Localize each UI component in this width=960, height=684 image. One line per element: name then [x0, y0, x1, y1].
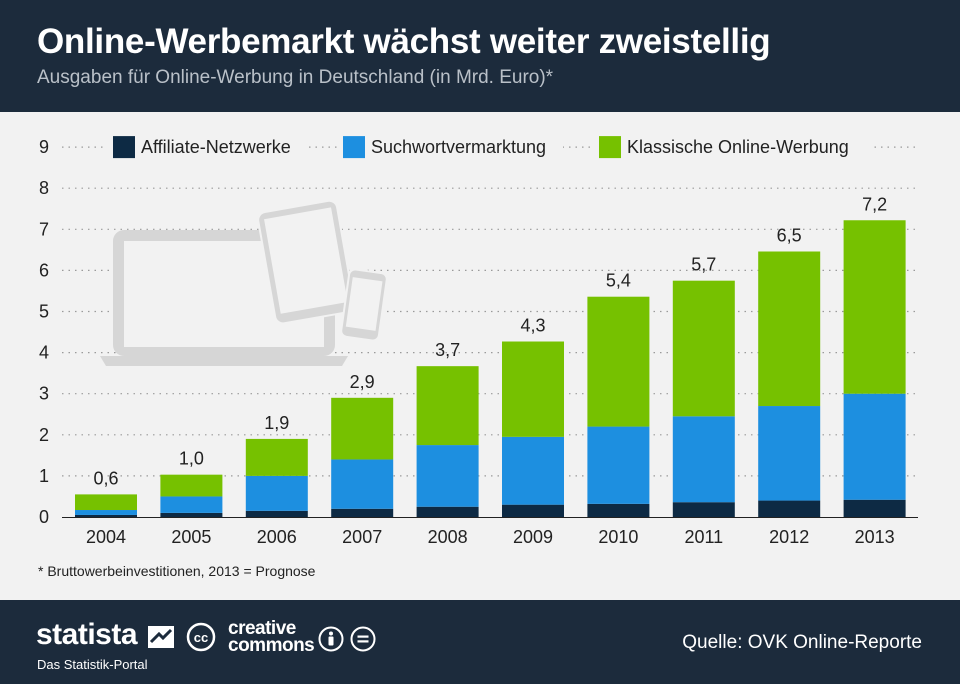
bar-total-label: 1,0: [179, 449, 204, 469]
bar-segment: [758, 500, 821, 517]
footer-band: statista Das Statistik-Portal cc creativ…: [0, 600, 960, 684]
legend: Affiliate-Netzwerke Suchwortvermarktung Kl…: [107, 133, 873, 162]
bar-total-label: 7,2: [862, 194, 887, 214]
bar-total-label: 0,6: [93, 468, 118, 488]
bar-segment: [843, 220, 906, 394]
x-tick-label: 2006: [257, 527, 297, 547]
bar-segment: [245, 510, 308, 517]
y-tick-label: 0: [39, 507, 49, 527]
legend-label: Klassische Online-Werbung: [627, 137, 849, 157]
legend-swatch: [343, 136, 365, 159]
chart-title: Online-Werbemarkt wächst weiter zweistel…: [37, 22, 771, 61]
legend-label: Suchwortvermarktung: [371, 137, 546, 157]
y-tick-label: 8: [39, 178, 49, 198]
bar-segment: [416, 366, 479, 446]
legend-background: [107, 133, 305, 162]
bar-segment: [245, 438, 308, 476]
bar-segment: [672, 280, 735, 417]
bar-segment: [758, 251, 821, 407]
y-tick-label: 9: [39, 137, 49, 157]
x-tick-label: 2005: [171, 527, 211, 547]
svg-text:cc: cc: [194, 630, 208, 645]
y-tick-label: 1: [39, 466, 49, 486]
y-tick-label: 2: [39, 425, 49, 445]
bar-segment: [843, 499, 906, 517]
bar-segment: [416, 445, 479, 507]
x-tick-label: 2012: [769, 527, 809, 547]
x-tick-label: 2010: [598, 527, 638, 547]
x-axis-ticks: 2004 2005 2006 2007 2008 2009 2010 2011 2012 2013: [86, 527, 895, 547]
bar-segment: [160, 474, 223, 497]
bar-total-label: 5,7: [691, 255, 716, 275]
stacked-bar-chart: 0 1 2 3 4 5 6 7 8 9 0,6 1,0 1,9 2,9 3,7 4,3 5,4 5,7 6,5 7,…: [39, 133, 918, 547]
cc-commons-label: commons: [228, 635, 315, 656]
statista-tagline: Das Statistik-Portal: [37, 657, 148, 672]
x-tick-label: 2013: [855, 527, 895, 547]
header-band: Online-Werbemarkt wächst weiter zweistel…: [0, 0, 960, 112]
bar-segment: [160, 496, 223, 513]
bar-segment: [502, 341, 564, 437]
bar-segment: [331, 397, 394, 460]
cc-logo-icon: cc: [186, 622, 216, 652]
x-tick-label: 2009: [513, 527, 553, 547]
bar-total-label: 5,4: [606, 271, 631, 291]
x-tick-label: 2004: [86, 527, 126, 547]
legend-background: [337, 133, 563, 162]
x-tick-label: 2007: [342, 527, 382, 547]
bar-total-label: 4,3: [520, 316, 545, 336]
bar-segment: [160, 512, 223, 517]
bar-segment: [75, 510, 137, 515]
cc-creative-label: creative: [228, 618, 296, 639]
y-tick-label: 3: [39, 384, 49, 404]
x-tick-label: 2008: [428, 527, 468, 547]
bar-segment: [502, 436, 564, 505]
bar-segment: [587, 296, 650, 427]
bar-segment: [245, 475, 308, 511]
y-tick-label: 7: [39, 219, 49, 239]
bar-total-label: 1,9: [264, 413, 289, 433]
bar-segment: [587, 426, 650, 504]
footnote: * Bruttowerbeinvestitionen, 2013 = Progn…: [38, 563, 316, 579]
bar-segment: [331, 508, 394, 517]
bar-segment: [843, 393, 906, 500]
statista-logo-icon: [148, 626, 174, 648]
y-tick-label: 4: [39, 343, 49, 363]
bar-segment: [75, 514, 137, 517]
devices-illustration-icon: [100, 199, 388, 366]
bar-segment: [331, 459, 394, 509]
bar-segment: [672, 416, 735, 503]
bar-segment: [672, 502, 735, 517]
legend-swatch: [599, 136, 621, 159]
statista-brand[interactable]: statista: [36, 618, 138, 651]
legend-background: [593, 133, 873, 162]
bar-total-label: 2,9: [350, 372, 375, 392]
cc-nd-icon: [350, 626, 376, 652]
y-tick-label: 6: [39, 260, 49, 280]
bar-segment: [758, 406, 821, 501]
chart-subtitle: Ausgaben für Online-Werbung in Deutschla…: [37, 67, 554, 88]
legend-swatch: [113, 136, 135, 159]
bar-total-label: 6,5: [777, 225, 802, 245]
y-tick-label: 5: [39, 302, 49, 322]
cc-by-icon: [318, 626, 344, 652]
bars-group: [75, 220, 906, 517]
bar-segment: [416, 506, 479, 517]
source-label: Quelle: OVK Online-Reporte: [682, 632, 922, 653]
total-labels: 0,6 1,0 1,9 2,9 3,7 4,3 5,4 5,7 6,5 7,2: [93, 194, 887, 488]
bar-segment: [502, 504, 564, 517]
legend-label: Affiliate-Netzwerke: [141, 137, 291, 157]
bar-segment: [75, 494, 137, 511]
bar-total-label: 3,7: [435, 340, 460, 360]
x-tick-label: 2011: [684, 527, 723, 547]
bar-segment: [587, 503, 650, 517]
y-axis-ticks: 0 1 2 3 4 5 6 7 8 9: [39, 137, 49, 527]
